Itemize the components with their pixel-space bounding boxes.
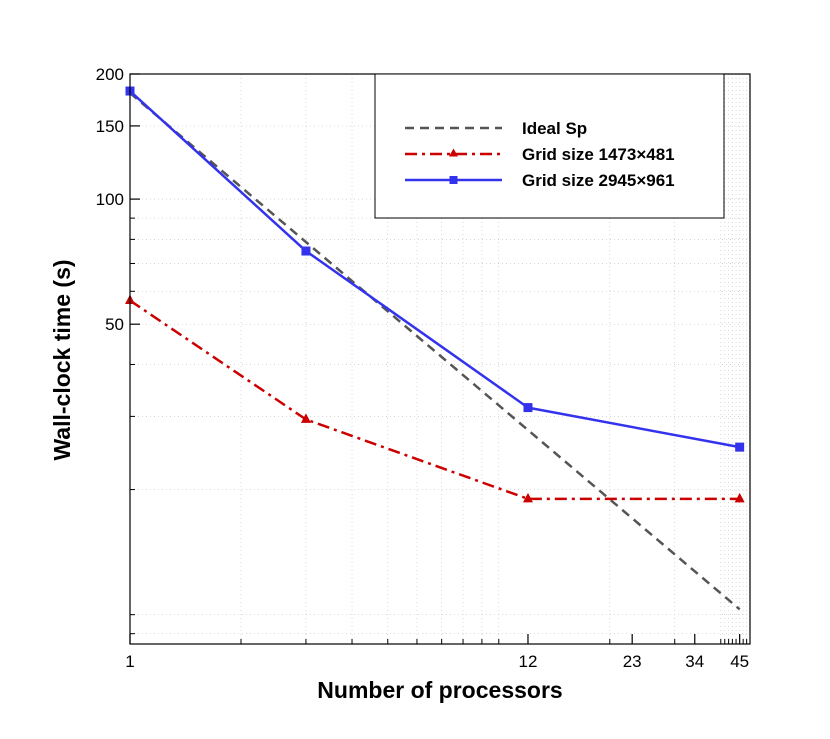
series-1-point (734, 492, 745, 503)
x-tick-label: 12 (519, 652, 538, 671)
y-axis-title: Wall-clock time (s) (49, 259, 75, 460)
series-1-line (129, 299, 740, 501)
y-tick-label: 100 (96, 190, 124, 209)
legend-label-grid-1473: Grid size 1473×481 (522, 145, 675, 164)
legend-marker-grid-1473 (449, 148, 458, 157)
x-tick-label: 23 (623, 652, 642, 671)
series-0-line (129, 92, 741, 611)
legend-label-grid-2945: Grid size 2945×961 (522, 171, 675, 190)
legend: Ideal Sp Grid size 1473×481 Grid size 29… (374, 73, 725, 219)
legend-box (374, 73, 725, 219)
legend-marker-grid-2945 (449, 176, 458, 184)
axis-ticks: 1 12 23 34 45 50 100 150 200 (96, 65, 751, 671)
x-tick-label: 45 (730, 652, 749, 671)
y-tick-label: 50 (105, 315, 124, 334)
series-1-point (300, 413, 311, 423)
series-1-point (522, 492, 533, 503)
series-2-line (129, 90, 740, 449)
y-tick-label: 150 (96, 117, 124, 136)
x-axis-title: Number of processors (317, 677, 562, 703)
series-2-point (301, 246, 311, 256)
x-tick-label: 34 (685, 652, 704, 671)
series-2-point (735, 442, 745, 452)
series-2-point (523, 403, 533, 413)
legend-label-ideal: Ideal Sp (522, 119, 587, 138)
y-tick-label: 200 (96, 65, 124, 84)
x-tick-label: 1 (125, 652, 134, 671)
